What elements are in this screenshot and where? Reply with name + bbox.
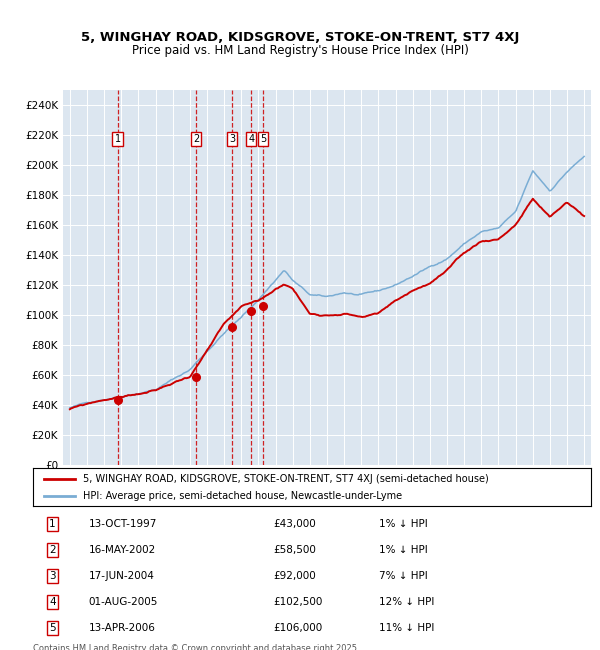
Text: 4: 4 xyxy=(49,597,56,607)
Text: 3: 3 xyxy=(49,571,56,581)
Text: £106,000: £106,000 xyxy=(273,623,322,633)
Text: 3: 3 xyxy=(229,134,235,144)
Text: 5, WINGHAY ROAD, KIDSGROVE, STOKE-ON-TRENT, ST7 4XJ: 5, WINGHAY ROAD, KIDSGROVE, STOKE-ON-TRE… xyxy=(81,31,519,44)
Text: 01-AUG-2005: 01-AUG-2005 xyxy=(89,597,158,607)
Text: £92,000: £92,000 xyxy=(273,571,316,581)
Text: 1: 1 xyxy=(49,519,56,529)
Text: 2: 2 xyxy=(49,545,56,555)
Text: £58,500: £58,500 xyxy=(273,545,316,555)
Text: 17-JUN-2004: 17-JUN-2004 xyxy=(89,571,155,581)
Text: £43,000: £43,000 xyxy=(273,519,316,529)
Text: 1: 1 xyxy=(115,134,121,144)
Text: 2: 2 xyxy=(193,134,199,144)
Text: 1% ↓ HPI: 1% ↓ HPI xyxy=(379,545,428,555)
Text: 4: 4 xyxy=(248,134,254,144)
Text: 13-OCT-1997: 13-OCT-1997 xyxy=(89,519,157,529)
Text: 5, WINGHAY ROAD, KIDSGROVE, STOKE-ON-TRENT, ST7 4XJ (semi-detached house): 5, WINGHAY ROAD, KIDSGROVE, STOKE-ON-TRE… xyxy=(83,474,489,484)
Text: £102,500: £102,500 xyxy=(273,597,322,607)
Text: 13-APR-2006: 13-APR-2006 xyxy=(89,623,155,633)
Text: 5: 5 xyxy=(49,623,56,633)
Text: 7% ↓ HPI: 7% ↓ HPI xyxy=(379,571,428,581)
Text: 1% ↓ HPI: 1% ↓ HPI xyxy=(379,519,428,529)
Text: 5: 5 xyxy=(260,134,266,144)
Text: 16-MAY-2002: 16-MAY-2002 xyxy=(89,545,156,555)
Text: 11% ↓ HPI: 11% ↓ HPI xyxy=(379,623,434,633)
Text: Price paid vs. HM Land Registry's House Price Index (HPI): Price paid vs. HM Land Registry's House … xyxy=(131,44,469,57)
Text: 12% ↓ HPI: 12% ↓ HPI xyxy=(379,597,434,607)
Text: HPI: Average price, semi-detached house, Newcastle-under-Lyme: HPI: Average price, semi-detached house,… xyxy=(83,491,403,501)
Text: Contains HM Land Registry data © Crown copyright and database right 2025.
This d: Contains HM Land Registry data © Crown c… xyxy=(33,644,359,650)
